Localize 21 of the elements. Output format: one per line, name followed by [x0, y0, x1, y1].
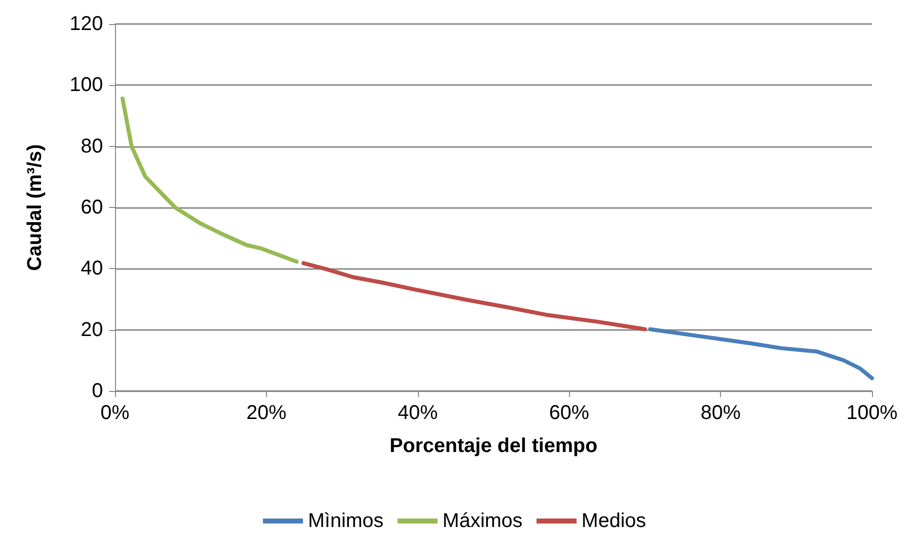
legend-label: Mìnimos [308, 510, 384, 532]
legend-label: Medios [582, 510, 646, 532]
x-tick-label: 0% [100, 402, 130, 424]
y-tick-label: 60 [80, 196, 103, 218]
x-tick-label: 20% [246, 402, 287, 424]
y-axis-title: Caudal (m³/s) [24, 144, 46, 271]
y-tick-label: 100 [70, 74, 103, 96]
x-axis-title: Porcentaje del tiempo [390, 435, 598, 457]
x-tick-label: 40% [398, 402, 438, 424]
y-tick-label: 20 [80, 318, 103, 341]
legend-label: Máximos [442, 510, 523, 532]
line-series [648, 327, 874, 380]
y-tick-label: 0 [92, 380, 103, 402]
line-series [120, 96, 299, 264]
line-series [301, 261, 647, 332]
x-tick-label: 60% [549, 402, 590, 424]
y-tick-label: 40 [80, 258, 103, 280]
y-tick-label: 120 [70, 13, 103, 35]
x-tick-label: 80% [700, 402, 741, 424]
x-tick-label: 100% [846, 402, 898, 424]
y-tick-label: 80 [80, 135, 103, 158]
